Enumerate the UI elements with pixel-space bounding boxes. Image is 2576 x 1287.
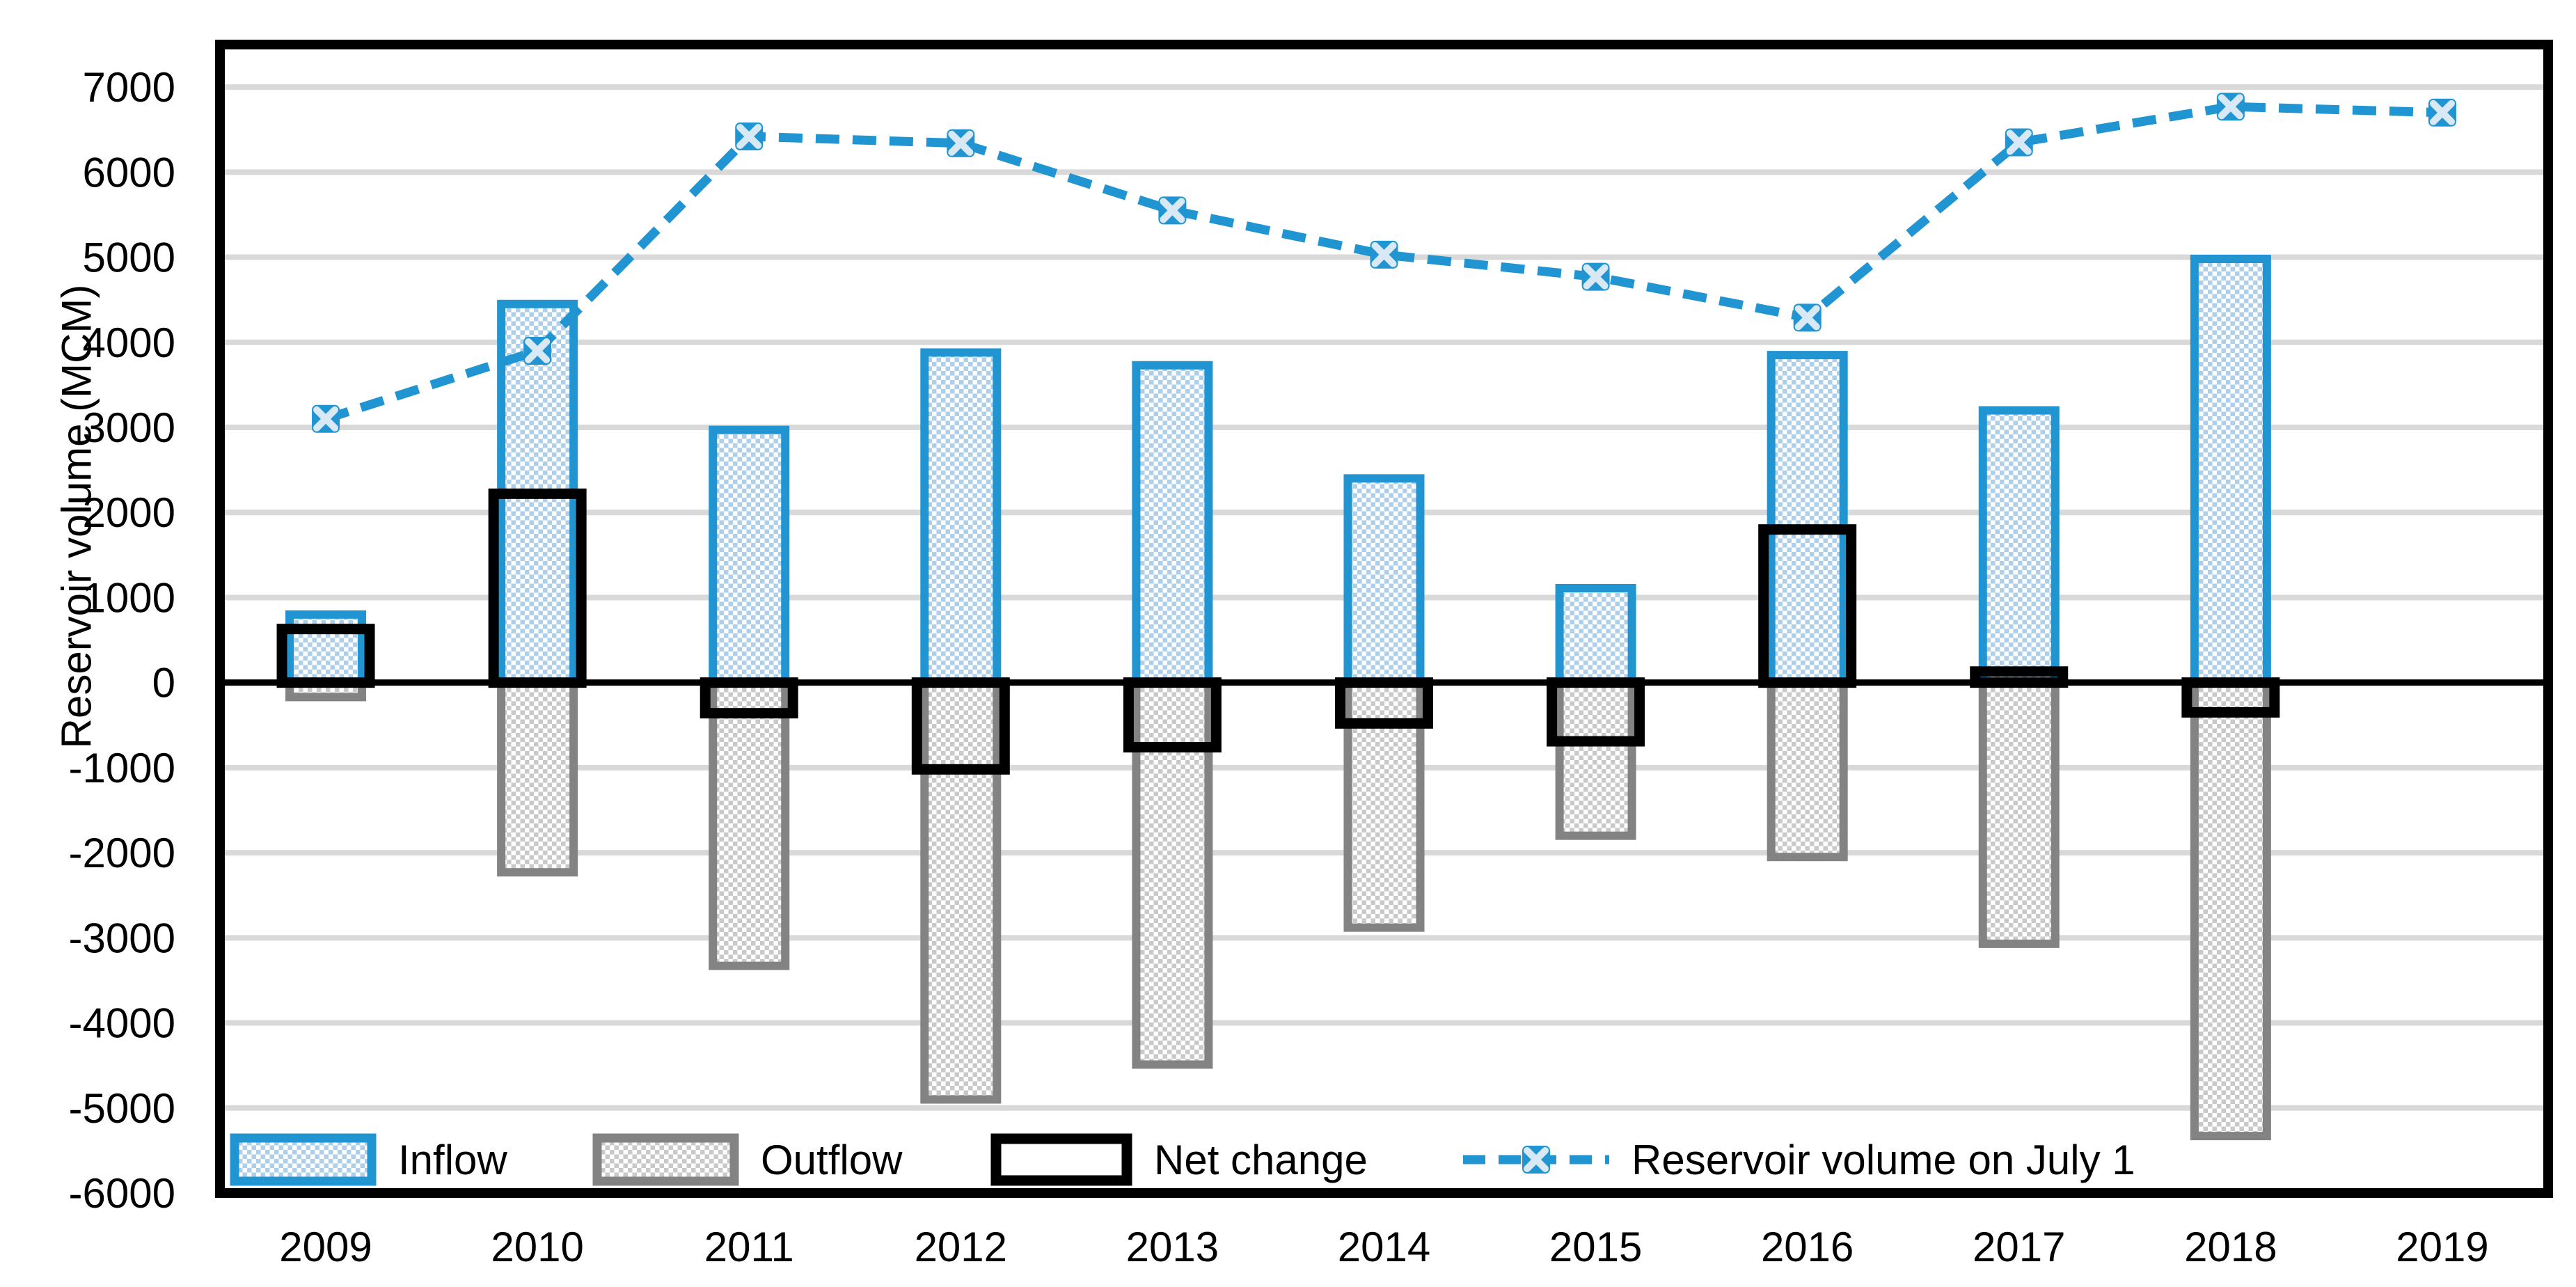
inflow-bar-2012 [920,348,1002,687]
y-tick-label-6000: 6000 [83,149,175,196]
net-change-box-2016 [1758,524,1857,688]
y-tick-labels: 7000 6000 5000 4000 3000 2000 1000 0 -1000 -2000 -… [69,64,175,1217]
inflow-swatch-icon [230,1133,377,1186]
y-tick-label--1000: -1000 [69,745,175,791]
net-change-box-2011 [700,677,798,719]
y-tick-label--4000: -4000 [69,1000,175,1047]
legend-label-inflow: Inflow [398,1136,507,1183]
y-tick-label-4000: 4000 [83,319,175,366]
x-tick-label-2015: 2015 [1549,1224,1642,1270]
outflow-swatch-icon [592,1133,739,1186]
outflow-bar-2012 [920,678,1002,1104]
net-change-box-2013 [1123,677,1222,753]
net-change-box-2014 [1335,677,1433,729]
y-tick-label--2000: -2000 [69,830,175,876]
inflow-bar-2014 [1343,474,1425,687]
y-tick-label-1000: 1000 [83,574,175,621]
marker-cross-icon [2429,100,2455,125]
legend-item-net-change: Net change [990,1132,1368,1187]
x-tick-labels: 2009 2010 2011 2012 2013 2014 2015 2016 2017 2018… [279,1224,2488,1270]
net-change-box-2017 [1970,666,2069,688]
inflow-bar-2017 [1978,406,2060,687]
marker-cross-icon [2006,129,2032,155]
outflow-bar-2015 [1555,678,1636,840]
x-tick-label-2011: 2011 [704,1224,794,1270]
y-tick-label-5000: 5000 [83,235,175,281]
plot-frame-layer [215,40,2553,1198]
x-tick-label-2013: 2013 [1126,1224,1219,1270]
reservoir-volume-line-icon [1463,1146,1609,1174]
legend-label-net-change: Net change [1154,1136,1368,1183]
net-change-box-2018 [2181,677,2280,718]
inflow-bar-2013 [1132,361,1213,687]
legend-item-reservoir-volume: Reservoir volume on July 1 [1462,1132,2135,1187]
inflow-bar-2016 [1767,351,1848,687]
net-change-box-2009 [276,624,375,688]
x-tick-label-2014: 2014 [1338,1224,1430,1270]
outflow-bar-2016 [1767,678,1848,862]
outflow-bar-2017 [1978,678,2060,948]
net-change-box-2012 [911,677,1010,775]
x-tick-label-2018: 2018 [2184,1224,2277,1270]
legend-item-outflow: Outflow [592,1132,902,1187]
net-change-layer [276,488,2280,775]
marker-cross-icon [1583,264,1609,290]
net-change-box-2015 [1547,677,1645,747]
marker-cross-icon [2218,94,2243,120]
inflow-bar-2011 [709,425,790,687]
legend-item-inflow: Inflow [229,1132,507,1187]
y-axis-title: Reservoir volume (MCM) [54,285,100,749]
outflow-bar-2011 [709,678,790,970]
net-change-swatch-icon [990,1133,1132,1186]
marker-cross-icon [1794,305,1820,331]
outflow-bar-2018 [2190,678,2271,1141]
inflow-bar-2018 [2190,255,2271,687]
x-tick-label-2010: 2010 [491,1224,583,1270]
legend-label-outflow: Outflow [761,1136,903,1183]
legend-label-reservoir-volume: Reservoir volume on July 1 [1631,1136,2135,1183]
line-series-layer [312,93,2456,433]
y-tick-label-7000: 7000 [83,64,175,111]
marker-cross-icon [1160,198,1185,223]
outflow-bar-2010 [497,678,578,877]
marker-cross-icon [1371,242,1397,267]
y-tick-label-3000: 3000 [83,404,175,451]
y-tick-label--5000: -5000 [69,1085,175,1132]
bars-layer [285,255,2271,1141]
y-tick-label-2000: 2000 [83,489,175,536]
marker-cross-icon [525,338,551,363]
x-tick-label-2012: 2012 [915,1224,1007,1270]
x-tick-label-2019: 2019 [2396,1224,2488,1270]
reservoir-volume-line [324,102,2443,423]
net-change-box-2010 [488,488,587,688]
outflow-bar-2013 [1132,678,1213,1069]
marker-cross-icon [736,124,762,149]
inflow-bar-2015 [1555,584,1636,687]
x-tick-label-2009: 2009 [279,1224,372,1270]
y-tick-label--6000: -6000 [69,1170,175,1217]
marker-cross-icon [313,406,339,432]
marker-cross-icon [948,130,974,156]
plot-frame [215,40,2553,1198]
y-tick-label-0: 0 [152,660,175,706]
x-tick-label-2016: 2016 [1761,1224,1854,1270]
y-tick-label--3000: -3000 [69,915,175,961]
x-tick-label-2017: 2017 [1973,1224,2065,1270]
